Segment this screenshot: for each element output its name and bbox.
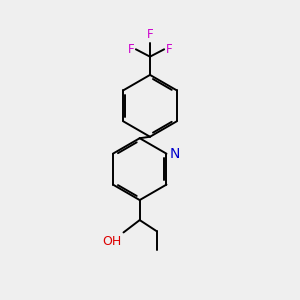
- Text: OH: OH: [102, 235, 121, 248]
- Text: N: N: [169, 147, 180, 161]
- Text: F: F: [147, 28, 153, 41]
- Text: F: F: [166, 43, 172, 56]
- Text: F: F: [128, 43, 134, 56]
